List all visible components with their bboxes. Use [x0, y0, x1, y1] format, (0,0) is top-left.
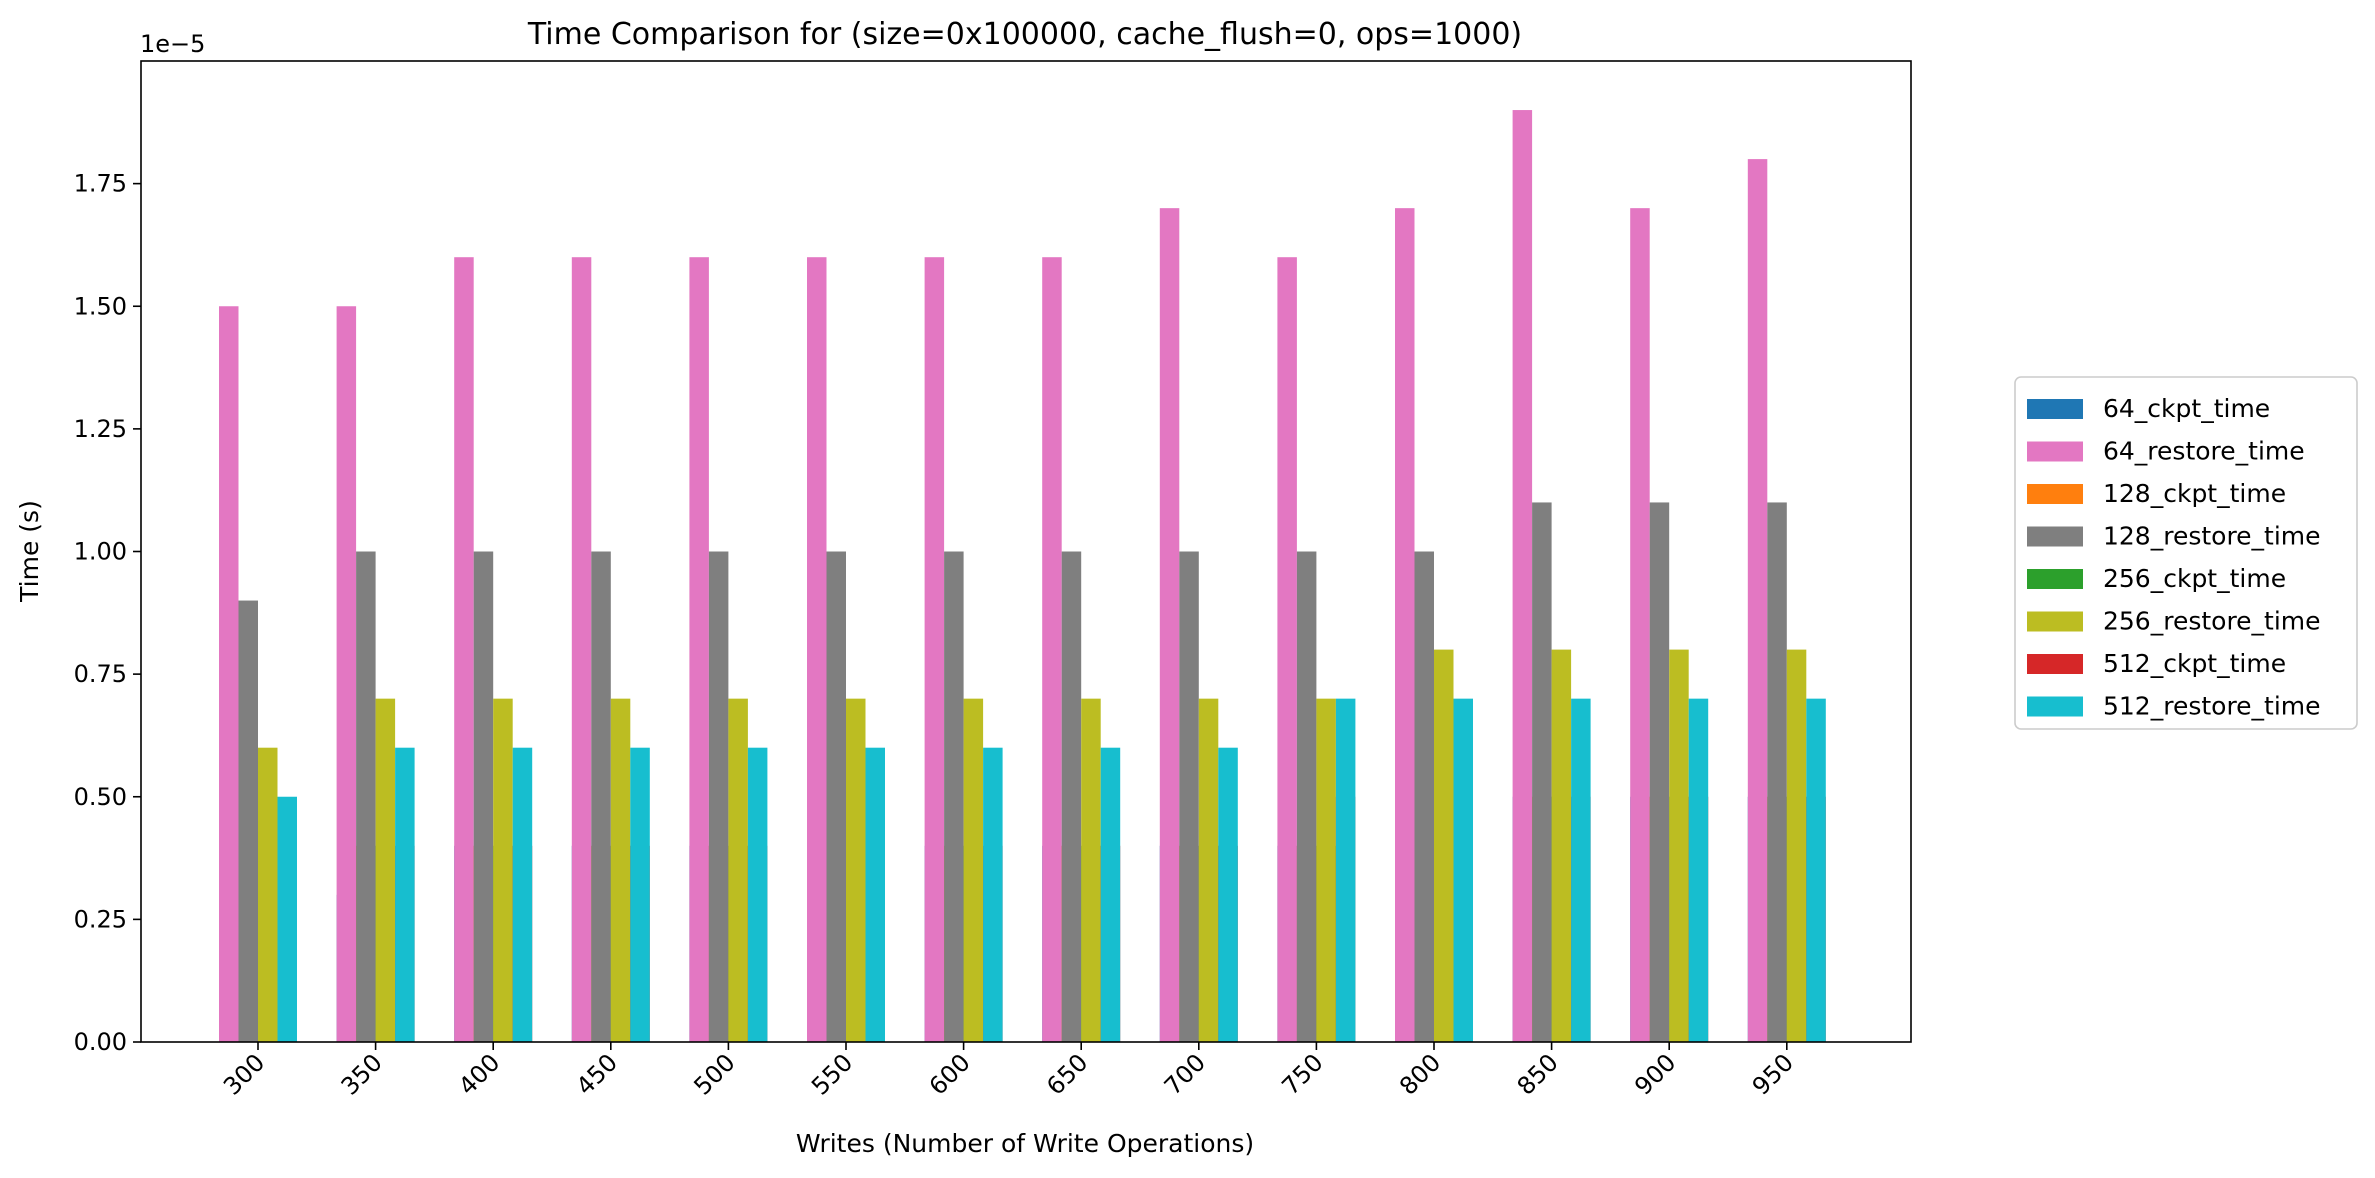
bar-64_restore_time-800	[1395, 208, 1415, 1042]
bar-128_restore_time-800	[1414, 551, 1434, 1042]
bar-256_restore_time-550	[846, 698, 866, 1042]
bar-512_restore_time-550	[865, 747, 885, 1042]
bar-128_restore_time-400	[473, 551, 494, 1042]
bar-512_restore_time-750	[1335, 698, 1356, 1042]
bar-64_restore_time-900	[1630, 208, 1650, 1042]
bar-512_restore_time-850	[1571, 698, 1591, 1042]
bar-64_restore_time-450	[571, 257, 592, 1042]
legend-swatch-64_restore_time	[2027, 441, 2083, 462]
bar-64_restore_time-500	[689, 257, 709, 1042]
bar-256_restore_time-600	[963, 698, 984, 1042]
bar-128_restore_time-650	[1061, 551, 1082, 1042]
chart-title: Time Comparison for (size=0x100000, cach…	[527, 17, 1522, 52]
bar-512_restore_time-650	[1100, 747, 1121, 1042]
bar-256_restore_time-350	[375, 698, 396, 1042]
bar-512_restore_time-350	[395, 747, 415, 1042]
bar-128_restore_time-700	[1179, 551, 1199, 1042]
bar-128_restore_time-550	[826, 551, 846, 1042]
bar-256_restore_time-800	[1434, 649, 1454, 1042]
bar-512_restore_time-400	[512, 747, 533, 1042]
bar-128_restore_time-900	[1649, 502, 1670, 1042]
bar-64_restore_time-550	[807, 257, 827, 1042]
y-tick-label: 1.75	[74, 170, 127, 198]
bar-512_restore_time-900	[1688, 698, 1709, 1042]
y-axis-label: Time (s)	[15, 500, 44, 603]
bar-64_restore_time-600	[924, 257, 945, 1042]
bar-128_restore_time-450	[591, 551, 611, 1042]
legend-label-128_restore_time: 128_restore_time	[2103, 522, 2321, 551]
bar-256_restore_time-650	[1081, 698, 1101, 1042]
y-axis: 0.00 0.25 0.50 0.75 1.00 1.25 1.50 1.75	[74, 170, 141, 1056]
bar-256_restore_time-500	[728, 698, 748, 1042]
bar-128_restore_time-750	[1296, 551, 1317, 1042]
y-tick-label: 0.00	[74, 1028, 127, 1056]
bar-512_restore_time-300	[277, 796, 297, 1042]
legend-swatch-512_restore_time	[2027, 696, 2083, 717]
bar-256_restore_time-400	[493, 698, 513, 1042]
bar-512_restore_time-450	[630, 747, 650, 1042]
bar-64_restore_time-300	[219, 306, 239, 1042]
y-tick-label: 0.50	[74, 783, 127, 811]
legend-swatch-128_restore_time	[2027, 526, 2083, 547]
y-tick-label: 0.25	[74, 905, 127, 933]
legend-box	[2014, 376, 2358, 730]
legend-swatch-128_ckpt_time	[2027, 484, 2083, 504]
bar-128_restore_time-300	[238, 600, 258, 1042]
x-axis-label: Writes (Number of Write Operations)	[796, 1129, 1254, 1158]
bar-128_restore_time-350	[356, 551, 376, 1042]
y-tick-label: 1.50	[74, 292, 127, 320]
bar-64_restore_time-850	[1512, 110, 1533, 1043]
legend-label-512_ckpt_time: 512_ckpt_time	[2103, 649, 2286, 678]
y-scale-offset: 1e−5	[140, 30, 205, 58]
bar-128_restore_time-950	[1767, 502, 1787, 1042]
legend-label-512_restore_time: 512_restore_time	[2103, 692, 2321, 721]
y-tick-label: 0.75	[74, 660, 127, 688]
bars-group	[219, 110, 1826, 1043]
legend-swatch-64_ckpt_time	[2027, 399, 2083, 419]
legend-swatch-256_ckpt_time	[2027, 569, 2083, 589]
bar-512_restore_time-800	[1453, 698, 1473, 1042]
legend-swatch-256_restore_time	[2027, 611, 2083, 632]
legend-label-64_ckpt_time: 64_ckpt_time	[2103, 394, 2270, 423]
bar-64_restore_time-950	[1747, 159, 1768, 1043]
legend-label-256_ckpt_time: 256_ckpt_time	[2103, 564, 2286, 593]
y-tick-label: 1.00	[74, 538, 127, 566]
bar-128_restore_time-500	[708, 551, 729, 1042]
bar-512_restore_time-700	[1218, 747, 1238, 1042]
bar-128_restore_time-850	[1532, 502, 1552, 1042]
legend-swatch-512_ckpt_time	[2027, 654, 2083, 674]
bar-256_restore_time-950	[1786, 649, 1807, 1042]
legend-label-64_restore_time: 64_restore_time	[2103, 437, 2305, 466]
bar-64_restore_time-700	[1159, 208, 1180, 1042]
bar-512_restore_time-950	[1806, 698, 1826, 1042]
bar-128_restore_time-600	[944, 551, 964, 1042]
bar-256_restore_time-700	[1198, 698, 1219, 1042]
bar-512_restore_time-600	[983, 747, 1003, 1042]
plot-frame	[140, 60, 1912, 1043]
bar-256_restore_time-850	[1551, 649, 1572, 1042]
bar-64_restore_time-750	[1277, 257, 1297, 1042]
legend-label-128_ckpt_time: 128_ckpt_time	[2103, 479, 2286, 508]
bar-256_restore_time-750	[1316, 698, 1336, 1042]
bar-256_restore_time-900	[1669, 649, 1689, 1042]
bar-256_restore_time-450	[610, 698, 631, 1042]
bar-512_restore_time-500	[747, 747, 768, 1042]
y-tick-label: 1.25	[74, 415, 127, 443]
legend-label-256_restore_time: 256_restore_time	[2103, 607, 2321, 636]
bar-64_restore_time-350	[336, 306, 357, 1042]
bar-64_restore_time-650	[1042, 257, 1062, 1042]
legend: 64_ckpt_time 64_restore_time 128_ckpt_time…	[2014, 376, 2358, 730]
bar-256_restore_time-300	[258, 747, 278, 1042]
bar-64_restore_time-400	[454, 257, 474, 1042]
